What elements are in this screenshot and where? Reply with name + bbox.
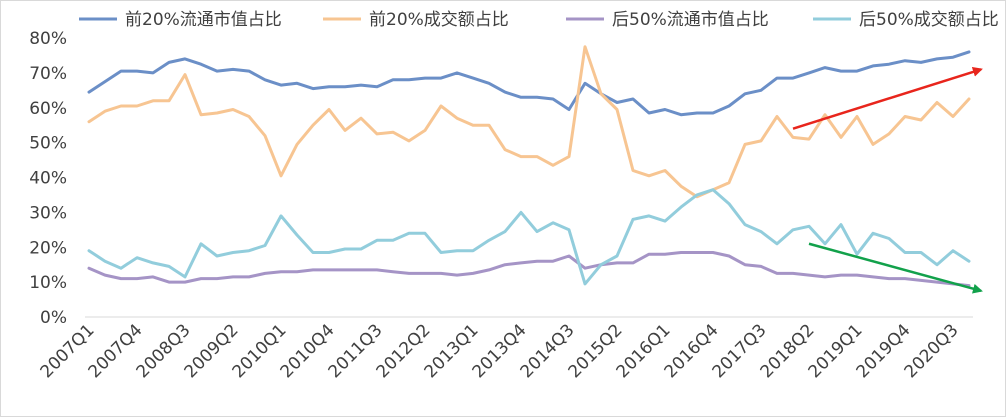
x-axis: 2007Q12007Q42008Q32009Q22010Q12010Q42011… xyxy=(37,316,973,382)
series-line-3 xyxy=(87,251,971,288)
y-tick-label: 10% xyxy=(29,273,67,293)
legend-label: 前20%流通市值占比 xyxy=(125,10,282,30)
legend-label: 前20%成交额占比 xyxy=(369,10,509,30)
y-tick-label: 60% xyxy=(29,99,67,119)
series-line-4 xyxy=(87,188,971,286)
series-line-1 xyxy=(87,50,971,117)
legend-label: 后50%成交额占比 xyxy=(859,10,999,30)
y-tick-label: 0% xyxy=(40,308,67,328)
y-axis: 0% 10% 20% 30% 40% 50% 60% 70% 80% xyxy=(29,29,67,328)
up-trend-arrow xyxy=(792,67,983,130)
y-tick-label: 70% xyxy=(29,64,67,84)
y-tick-label: 80% xyxy=(29,29,67,49)
legend-label: 后50%流通市值占比 xyxy=(612,10,769,30)
y-tick-label: 40% xyxy=(29,169,67,189)
x-tick-label: 2020Q3 xyxy=(901,320,963,382)
legend: 前20%流通市值占比 前20%成交额占比 后50%流通市值占比 后50%成交额占比 xyxy=(79,10,999,30)
y-tick-label: 50% xyxy=(29,134,67,154)
y-tick-label: 20% xyxy=(29,238,67,258)
annotations xyxy=(792,67,983,294)
down-trend-arrow xyxy=(808,242,983,294)
series-lines xyxy=(87,45,971,288)
y-tick-label: 30% xyxy=(29,203,67,223)
